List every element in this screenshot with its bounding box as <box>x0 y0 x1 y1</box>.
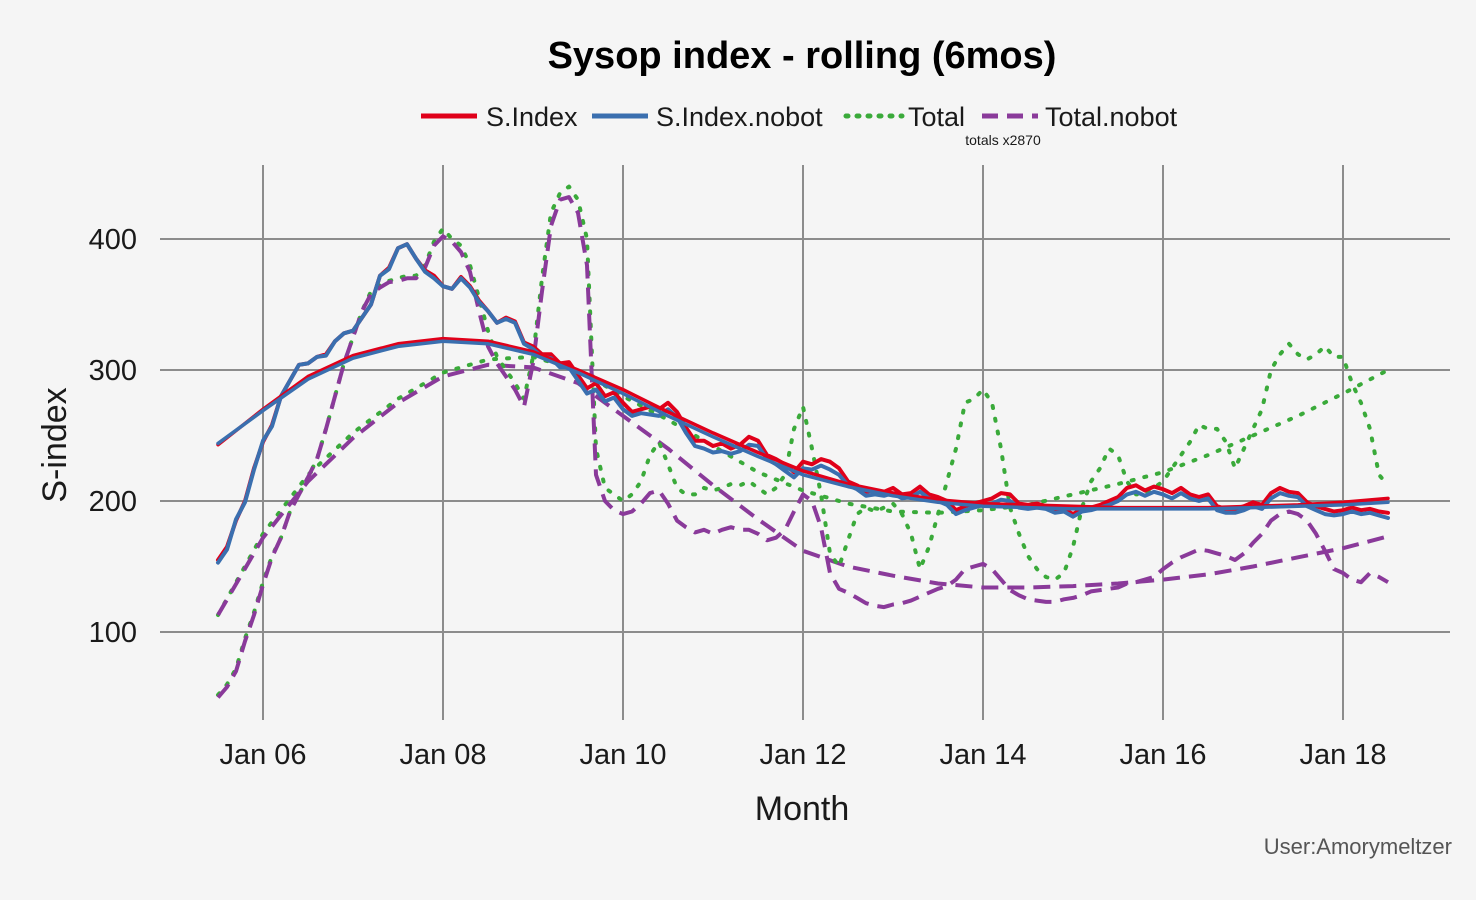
x-tick-label: Jan 16 <box>1119 739 1206 771</box>
x-axis-label: Month <box>755 790 850 828</box>
series-line-total <box>216 184 1390 697</box>
legend-label-s-index-nobot: S.Index.nobot <box>656 102 823 132</box>
x-tick-label: Jan 06 <box>219 739 306 771</box>
y-axis-label: S-index <box>36 387 74 502</box>
legend-item-s-index: S.Index <box>421 102 578 132</box>
legend-item-s-index-nobot: S.Index.nobot <box>592 102 823 132</box>
trend-line-s-index-nobot <box>216 339 1390 511</box>
legend-label-s-index: S.Index <box>486 102 578 132</box>
y-tick-label: 100 <box>89 617 137 649</box>
y-axis-ticks: 100 200 300 400 <box>89 224 137 649</box>
legend-item-total-nobot: Total.nobot <box>982 102 1178 132</box>
legend-item-total: Total <box>843 102 965 132</box>
y-tick-label: 200 <box>89 486 137 518</box>
horizontal-gridlines <box>160 238 1450 633</box>
x-tick-label: Jan 12 <box>759 739 846 771</box>
series-line-total-nobot <box>216 195 1390 699</box>
x-tick-label: Jan 14 <box>939 739 1026 771</box>
legend-note: totals x2870 <box>965 132 1041 148</box>
trend-line-total-nobot <box>216 362 1389 617</box>
x-axis-ticks: Jan 06 Jan 08 Jan 10 Jan 12 Jan 14 Jan 16 Jan … <box>219 739 1386 771</box>
x-tick-label: Jan 08 <box>399 739 486 771</box>
legend-label-total-nobot: Total.nobot <box>1045 102 1178 132</box>
legend-label-total: Total <box>908 102 965 132</box>
x-tick-label: Jan 18 <box>1299 739 1386 771</box>
vertical-gridlines <box>262 165 1344 720</box>
y-tick-label: 300 <box>89 355 137 387</box>
y-tick-label: 400 <box>89 224 137 256</box>
plot-area <box>216 184 1390 699</box>
trend-line-total <box>216 354 1390 617</box>
chart-title: Sysop index - rolling (6mos) <box>548 35 1057 77</box>
series-line-s-index-nobot <box>216 242 1390 565</box>
x-tick-label: Jan 10 <box>579 739 666 771</box>
legend: S.Index S.Index.nobot Total Total.nobot … <box>421 102 1178 148</box>
credit: User:Amorymeltzer <box>1264 834 1452 859</box>
